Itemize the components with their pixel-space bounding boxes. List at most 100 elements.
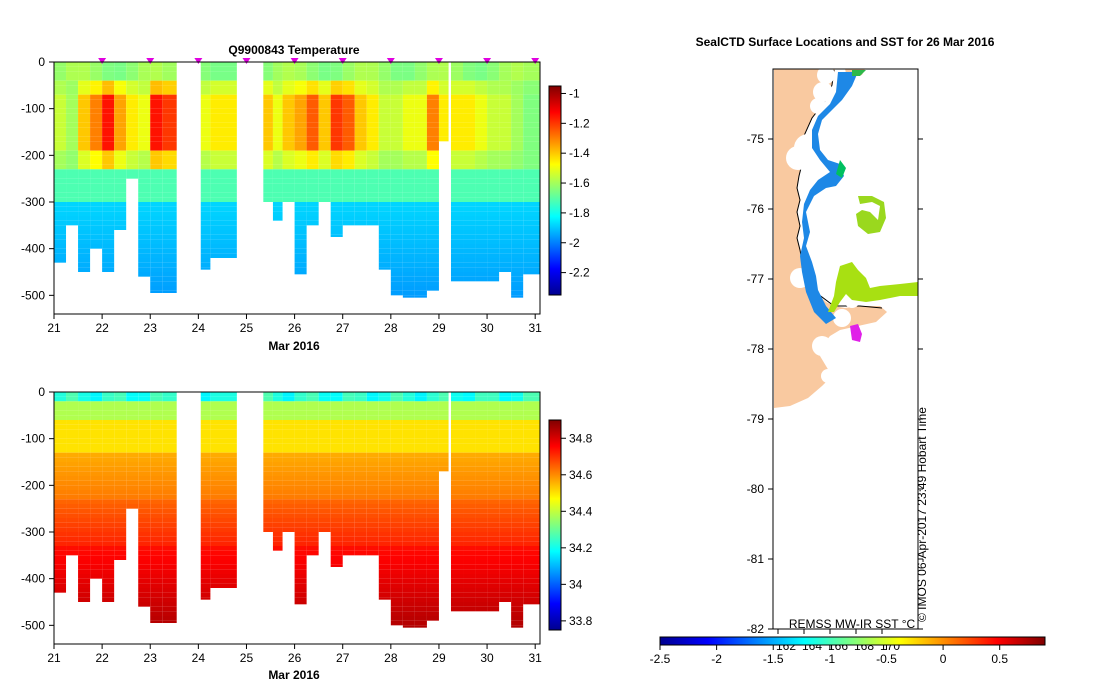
profile-cell xyxy=(282,406,295,411)
profile-cell xyxy=(90,216,103,221)
surface-location-marker xyxy=(290,58,299,64)
profile-cell xyxy=(499,452,512,458)
profile-cell xyxy=(210,499,237,504)
profile-cell xyxy=(366,410,379,416)
profile-cell xyxy=(150,485,163,490)
profile-cell xyxy=(138,258,151,263)
profile-cell xyxy=(150,94,163,100)
profile-cell xyxy=(390,401,403,406)
profile-cell xyxy=(54,76,67,81)
profile-cell xyxy=(463,80,476,86)
profile-cell xyxy=(138,206,151,212)
profile-cell xyxy=(366,527,379,532)
profile-cell xyxy=(66,490,79,495)
profile-cell xyxy=(330,392,343,397)
surface-location-marker xyxy=(386,58,395,64)
profile-cell xyxy=(54,90,67,95)
profile-cell xyxy=(150,99,163,104)
x-tick-label: 31 xyxy=(529,321,543,335)
profile-cell xyxy=(450,230,464,235)
profile-cell xyxy=(330,164,343,170)
profile-cell xyxy=(342,178,355,184)
profile-cell xyxy=(463,429,476,434)
profile-cell xyxy=(210,522,237,528)
profile-cell xyxy=(162,522,177,528)
profile-cell xyxy=(272,424,283,430)
profile-cell xyxy=(487,438,500,444)
profile-cell xyxy=(114,90,127,95)
profile-cell xyxy=(499,434,512,439)
profile-cell xyxy=(402,494,415,500)
profile-cell xyxy=(294,555,307,560)
profile-cell xyxy=(200,211,211,216)
profile-cell xyxy=(294,206,307,212)
profile-cell xyxy=(366,513,379,518)
profile-cell xyxy=(487,574,500,579)
profile-cell xyxy=(499,504,512,509)
profile-cell xyxy=(511,555,524,560)
profile-cell xyxy=(414,550,427,556)
profile-cell xyxy=(426,80,439,86)
profile-cell xyxy=(263,197,273,202)
profile-cell xyxy=(90,476,103,481)
profile-cell xyxy=(114,401,127,406)
profile-cell xyxy=(150,536,163,542)
profile-cell xyxy=(523,550,540,556)
profile-cell xyxy=(282,471,295,476)
profile-cell xyxy=(66,476,79,481)
profile-cell xyxy=(523,555,540,560)
profile-cell xyxy=(294,244,307,249)
profile-cell xyxy=(282,457,295,462)
ice-cloud-blob xyxy=(813,82,833,102)
profile-cell xyxy=(402,66,415,72)
profile-cell xyxy=(499,118,512,123)
profile-cell xyxy=(487,392,500,397)
land-mass xyxy=(774,69,887,408)
profile-cell xyxy=(463,225,476,230)
profile-cell xyxy=(200,588,211,593)
profile-cell xyxy=(378,392,391,397)
profile-cell xyxy=(294,392,307,397)
profile-cell xyxy=(272,183,283,188)
salinity-plot-frame xyxy=(53,391,541,645)
profile-cell xyxy=(200,392,211,397)
profile-cell xyxy=(487,188,500,193)
profile-cell xyxy=(138,583,151,588)
profile-cell xyxy=(330,532,343,537)
profile-cell xyxy=(126,392,139,397)
profile-cell xyxy=(378,192,391,198)
profile-cell xyxy=(390,216,403,221)
profile-cell xyxy=(66,504,79,509)
profile-cell xyxy=(402,122,415,128)
profile-cell xyxy=(272,513,283,518)
profile-cell xyxy=(126,485,139,490)
profile-cell xyxy=(402,267,415,272)
profile-cell xyxy=(414,178,427,184)
profile-cell xyxy=(78,518,91,523)
profile-cell xyxy=(487,253,500,258)
profile-cell xyxy=(263,178,273,184)
profile-cell xyxy=(294,258,307,263)
profile-cell xyxy=(294,146,307,151)
profile-cell xyxy=(114,513,127,518)
profile-cell xyxy=(150,183,163,188)
profile-cell xyxy=(523,452,540,458)
colorbar-tick-label: 34.2 xyxy=(569,541,593,555)
profile-cell xyxy=(499,518,512,523)
profile-cell xyxy=(78,80,91,86)
colorbar-tick-label: 34.4 xyxy=(569,504,593,518)
profile-cell xyxy=(426,248,439,254)
profile-cell xyxy=(330,541,343,546)
ice-cloud-blob xyxy=(841,171,855,185)
profile-cell xyxy=(414,90,427,95)
profile-cell xyxy=(414,485,427,490)
profile-cell xyxy=(390,136,403,142)
profile-cell xyxy=(475,230,488,235)
profile-cell xyxy=(66,90,79,95)
profile-cell xyxy=(126,415,139,420)
profile-cell xyxy=(426,146,439,151)
profile-cell xyxy=(426,424,439,430)
profile-cell xyxy=(475,536,488,542)
sst-colorbar-tick-label: -2 xyxy=(711,652,722,666)
profile-cell xyxy=(414,281,427,286)
